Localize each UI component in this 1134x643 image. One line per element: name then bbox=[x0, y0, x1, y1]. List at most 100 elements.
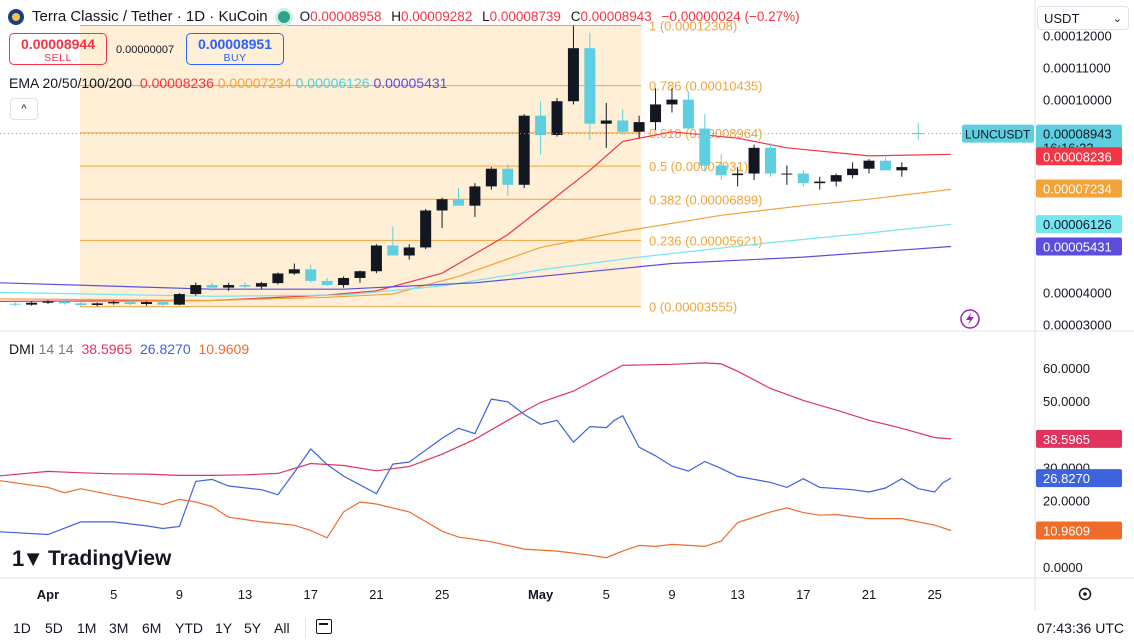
range-ytd[interactable]: YTD bbox=[175, 620, 203, 636]
candle bbox=[157, 301, 169, 306]
market-status-icon bbox=[277, 10, 290, 23]
candle-body bbox=[403, 247, 415, 256]
low-value: 0.00008739 bbox=[489, 9, 561, 24]
chart-header: Terra Classic / Tether · 1D · KuCoin O 0.… bbox=[8, 8, 800, 25]
candle bbox=[469, 183, 481, 217]
range-all[interactable]: All bbox=[274, 620, 290, 636]
ema50-axis-label-box bbox=[1036, 179, 1122, 198]
candle bbox=[255, 281, 267, 289]
ema200-line bbox=[0, 245, 952, 290]
candle bbox=[732, 167, 744, 187]
candle bbox=[338, 276, 350, 288]
currency-select[interactable]: USDT ⌄ bbox=[1037, 6, 1129, 30]
candle bbox=[502, 163, 514, 197]
buy-button[interactable]: 0.00008951 BUY bbox=[186, 33, 284, 65]
candle-body bbox=[436, 199, 448, 211]
range-3m[interactable]: 3M bbox=[109, 620, 129, 636]
candle-body bbox=[617, 120, 629, 132]
fib-label-0.382: 0.382 (0.00006899) bbox=[649, 192, 762, 207]
candle-body bbox=[633, 122, 645, 132]
candle bbox=[206, 282, 218, 291]
candle bbox=[896, 162, 908, 177]
candle-body bbox=[108, 302, 120, 304]
sell-label: SELL bbox=[44, 52, 72, 64]
range-5y[interactable]: 5Y bbox=[244, 620, 262, 636]
candle bbox=[223, 282, 235, 291]
range-1m[interactable]: 1M bbox=[77, 620, 97, 636]
ema100-axis-label-box bbox=[1036, 215, 1122, 234]
gear-ring bbox=[1078, 587, 1092, 601]
ema50-value: 0.00007234 bbox=[217, 75, 292, 91]
utc-clock[interactable]: 07:43:36 UTC bbox=[1036, 620, 1124, 636]
ema-legend[interactable]: EMA 20/50/100/200 0.00008236 0.00007234 … bbox=[9, 75, 447, 91]
time-tick-label: 5 bbox=[110, 587, 117, 602]
candle-body bbox=[321, 280, 333, 286]
buy-label: BUY bbox=[223, 52, 247, 64]
symbol-title[interactable]: Terra Classic / Tether · 1D · KuCoin bbox=[32, 8, 268, 25]
bolt-glyph bbox=[966, 313, 974, 325]
ema100-axis-label: 0.00006126 bbox=[1043, 217, 1112, 232]
dmi-legend[interactable]: DMI 14 14 38.5965 26.8270 10.9609 bbox=[9, 341, 249, 357]
candle-body bbox=[58, 301, 70, 304]
collapse-legend-button[interactable]: ^ bbox=[10, 98, 38, 120]
dmi-tick-label: 20.0000 bbox=[1043, 494, 1090, 509]
candle bbox=[190, 282, 202, 296]
time-tick-label: 13 bbox=[730, 587, 744, 602]
dmi-plus-line bbox=[0, 398, 952, 536]
candle-body bbox=[141, 302, 153, 305]
ema200-value: 0.00005431 bbox=[373, 75, 448, 91]
candle bbox=[75, 302, 87, 306]
ema100-line bbox=[0, 223, 952, 297]
ema20-line bbox=[0, 131, 952, 302]
candle bbox=[141, 301, 153, 306]
adx-axis-label-box bbox=[1036, 429, 1122, 448]
candle-body bbox=[255, 283, 267, 287]
ema20-value: 0.00008236 bbox=[139, 75, 214, 91]
candle-body bbox=[485, 168, 497, 187]
adx-axis-label: 38.5965 bbox=[1043, 432, 1090, 447]
candle-body bbox=[600, 120, 612, 124]
candle bbox=[58, 299, 70, 305]
dmi-tick-label: 0.0000 bbox=[1043, 560, 1083, 575]
candle-body bbox=[781, 173, 793, 175]
candle bbox=[551, 98, 563, 137]
dmi-tick-label: 60.0000 bbox=[1043, 361, 1090, 376]
candle-body bbox=[387, 245, 399, 256]
candle-body bbox=[75, 303, 87, 305]
price-tick-label: 0.00003000 bbox=[1043, 318, 1112, 333]
candle bbox=[699, 114, 711, 172]
candle-body bbox=[305, 269, 317, 281]
candle-body bbox=[502, 168, 514, 185]
candle bbox=[91, 302, 103, 307]
fib-label-1: 1 (0.00012308) bbox=[649, 18, 737, 33]
range-6m[interactable]: 6M bbox=[142, 620, 162, 636]
candle bbox=[797, 170, 809, 187]
range-1d[interactable]: 1D bbox=[13, 620, 31, 636]
candle-body bbox=[338, 277, 350, 286]
close-label: C bbox=[570, 9, 581, 24]
dmi-plus-axis-label-box bbox=[1036, 469, 1122, 488]
candle bbox=[485, 167, 497, 190]
time-tick-label: Apr bbox=[37, 587, 59, 602]
dmi-minus-line bbox=[0, 480, 952, 559]
range-1y[interactable]: 1Y bbox=[215, 620, 233, 636]
time-tick-label: 25 bbox=[435, 587, 449, 602]
time-tick-label: 25 bbox=[927, 587, 941, 602]
ema200-axis-label-box bbox=[1036, 237, 1122, 256]
time-tick-label: 9 bbox=[176, 587, 183, 602]
range-5d[interactable]: 5D bbox=[45, 620, 63, 636]
candle bbox=[288, 263, 300, 275]
time-tick-label: May bbox=[528, 587, 554, 602]
change-value: −0.00000024 (−0.27%) bbox=[661, 9, 800, 24]
candle-body bbox=[535, 115, 547, 135]
candle bbox=[535, 101, 547, 155]
sell-button[interactable]: 0.00008944 SELL bbox=[9, 33, 107, 65]
time-tick-label: 9 bbox=[668, 587, 675, 602]
dmi-adx-line bbox=[0, 362, 952, 477]
calendar-icon[interactable] bbox=[316, 619, 332, 634]
candle-body bbox=[223, 285, 235, 288]
candle bbox=[370, 244, 382, 274]
coin-logo-icon bbox=[8, 8, 24, 25]
open-label: O bbox=[299, 9, 311, 24]
